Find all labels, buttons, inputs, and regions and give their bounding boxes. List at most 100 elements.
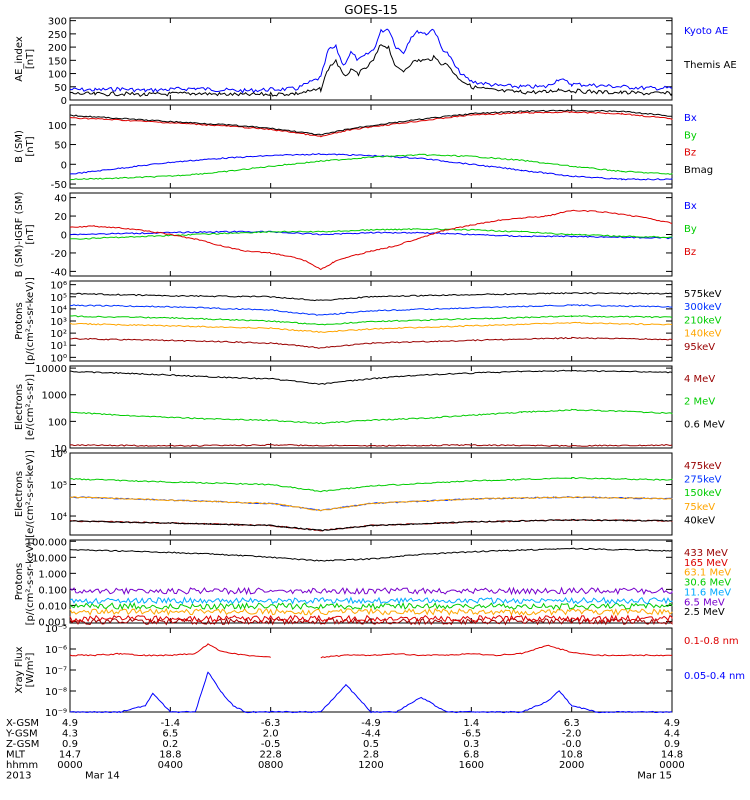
y-axis-label: [nT]: [25, 49, 36, 69]
legend-entry: 75keV: [684, 502, 715, 513]
series-line-0-1-0-8-nm: [320, 644, 673, 659]
y-axis-label: Protons: [14, 302, 25, 339]
legend-entry: 11.6 MeV: [684, 587, 731, 598]
series-line-575kev: [70, 292, 673, 302]
legend-entry: 2 MeV: [684, 397, 715, 408]
y-axis-label: [p/(cm²-s-sr-keV)]: [25, 277, 36, 365]
legend-entry: 575keV: [684, 289, 722, 300]
y-tick-label: 10¹: [50, 341, 67, 352]
legend-entry: By: [684, 224, 697, 235]
series-line-by: [69, 228, 673, 240]
y-tick-label: 150: [48, 56, 67, 67]
x-axis-value: 14.8: [661, 750, 683, 761]
panel-2: -40 -20 0 20 40 B (SM)-IGRF (SM) [nT] Bx By Bz: [14, 192, 697, 279]
y-tick-label: 10⁻⁹: [45, 708, 67, 719]
series-line-2-5-mev: [69, 547, 673, 562]
y-tick-label: -20: [51, 249, 67, 260]
legend-entry: Bmag: [684, 165, 713, 176]
panel-7: 10⁻⁹ 10⁻⁸ 10⁻⁷ 10⁻⁶ 10⁻⁵ Xray Flux [W/m²] 0.1-0…: [14, 624, 745, 719]
chart-title: GOES-15: [344, 3, 398, 17]
legend-entry: 0.1-0.8 nm: [684, 636, 739, 647]
y-tick-label: 100: [48, 417, 67, 428]
series-line-300kev: [69, 304, 673, 316]
y-tick-label: 10000: [35, 364, 67, 375]
y-tick-label: 250: [48, 30, 67, 41]
y-tick-label: 0: [61, 96, 67, 107]
panel-6: 0.001 0.010 0.100 1.000 10.000 100.000 Protons…: [14, 537, 731, 628]
panel-frame: [69, 365, 673, 449]
y-tick-label: 50: [54, 83, 67, 94]
legend-entry: 4 MeV: [684, 374, 715, 385]
series-line-40kev: [69, 518, 673, 532]
legend-entry: Themis AE: [683, 60, 737, 71]
panel-frame: [69, 17, 673, 101]
series-line-bmag: [69, 109, 673, 136]
y-tick-label: 50: [54, 141, 67, 152]
y-axis-label: [W/m²]: [25, 652, 36, 687]
legend-entry: Bz: [684, 148, 696, 159]
x-axis-value: 10.8: [561, 750, 583, 761]
panel-1: -50 0 50 100 B (SM) [nT] Bx By Bz Bmag: [14, 104, 713, 191]
legend-entry: 30.6 MeV: [684, 578, 731, 589]
x-axis-value: 1200: [358, 760, 383, 771]
y-tick-label: 10⁻⁸: [45, 687, 67, 698]
x-axis-value: 4.4: [664, 729, 680, 740]
y-axis-label: B (SM)-IGRF (SM): [14, 192, 25, 278]
series-line-bx: [69, 152, 673, 181]
y-tick-label: 10⁻⁷: [45, 666, 67, 677]
x-axis-value: 0000: [659, 760, 684, 771]
series-line-2-mev: [69, 408, 673, 425]
x-axis-value: 0400: [158, 760, 183, 771]
legend-entry: By: [684, 130, 697, 141]
y-tick-label: 40: [54, 194, 67, 205]
y-tick-label: 20: [54, 212, 67, 223]
series-line-0-6-mev: [69, 369, 673, 385]
legend-entry: 63.1 MeV: [684, 568, 731, 579]
x-axis-value: 4.3: [62, 729, 78, 740]
series-line-by: [69, 153, 673, 181]
x-axis-value: 18.8: [159, 750, 181, 761]
legend-entry: 0.6 MeV: [684, 419, 725, 430]
y-axis-label: [nT]: [25, 136, 36, 156]
legend-entry: 0.05-0.4 nm: [684, 671, 745, 682]
series-line-210kev: [69, 315, 673, 326]
legend-entry: 275keV: [684, 475, 722, 486]
series-line-30-6-mev: [69, 601, 673, 611]
x-row-label: Y-GSM: [5, 729, 38, 740]
y-tick-label: 1.000: [38, 569, 67, 580]
y-tick-label: 10: [54, 444, 67, 455]
x-axis-value: 6.8: [463, 750, 479, 761]
x-axis-value: 2.8: [363, 750, 379, 761]
y-tick-label: 200: [48, 43, 67, 54]
y-tick-label: 10⁴: [50, 512, 67, 523]
legend-entry: 433 MeV: [684, 548, 728, 559]
x-axis-value: 0.9: [664, 739, 680, 750]
x-axis-value: 22.8: [260, 750, 282, 761]
y-axis-label: B (SM): [14, 130, 25, 163]
y-axis-label: Electrons: [14, 471, 25, 517]
y-tick-label: 0.001: [38, 617, 67, 628]
x-axis-value: -6.3: [261, 718, 281, 729]
panel-0: 0 50 100 150 200 250 300 AE_index [nT] Kyoto AE Th…: [14, 17, 737, 107]
legend-entry: 6.5 MeV: [684, 597, 725, 608]
series-line-bz: [69, 209, 673, 271]
x-axis-value: 0.2: [162, 739, 178, 750]
legend-entry: Bx: [684, 201, 697, 212]
x-axis-value: 0.5: [363, 739, 379, 750]
x-axis-value: -0.0: [562, 739, 582, 750]
legend-entry: Bz: [684, 247, 696, 258]
legend-entry: 475keV: [684, 461, 722, 472]
legend-entry: 210keV: [684, 315, 722, 326]
y-tick-label: 0: [61, 231, 67, 242]
series-line-kyoto-ae: [69, 28, 673, 94]
x-axis-value: 14.7: [59, 750, 81, 761]
series-line-0-1-0-8-nm: [69, 643, 271, 658]
legend-entry: 165 MeV: [684, 558, 728, 569]
series-line-63-1-mev: [69, 607, 673, 617]
legend-entry: 150keV: [684, 488, 722, 499]
series-line-bx: [69, 230, 673, 240]
y-tick-label: -40: [51, 267, 67, 278]
x-axis-value: 2.0: [263, 729, 279, 740]
y-tick-label: 100.000: [26, 537, 67, 548]
legend-entry: 2.5 MeV: [684, 607, 725, 618]
